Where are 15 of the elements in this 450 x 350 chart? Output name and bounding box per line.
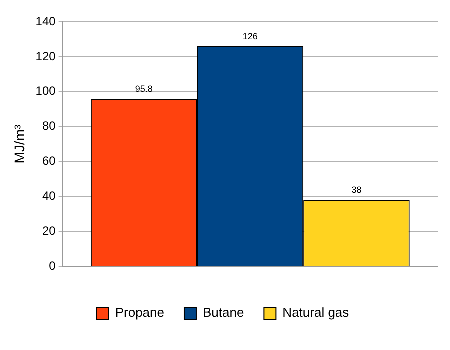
y-tick-label: 40 [42,189,56,204]
data-label: 95.8 [135,84,153,94]
y-tick-label: 60 [42,154,56,168]
y-tick-label: 0 [49,258,56,273]
y-tick-label: 100 [36,84,56,98]
legend-label: Propane [115,305,164,320]
y-axis-title: MJ/m³ [11,124,28,164]
y-tick-label: 20 [42,224,56,238]
y-tick-label: 120 [36,49,56,64]
data-label: 38 [352,185,362,196]
data-label: 126 [242,31,258,42]
legend-label: Natural gas [282,305,350,320]
y-tick-label: 140 [36,14,56,28]
y-tick-label: 80 [42,119,56,134]
legend-label: Butane [202,305,244,320]
